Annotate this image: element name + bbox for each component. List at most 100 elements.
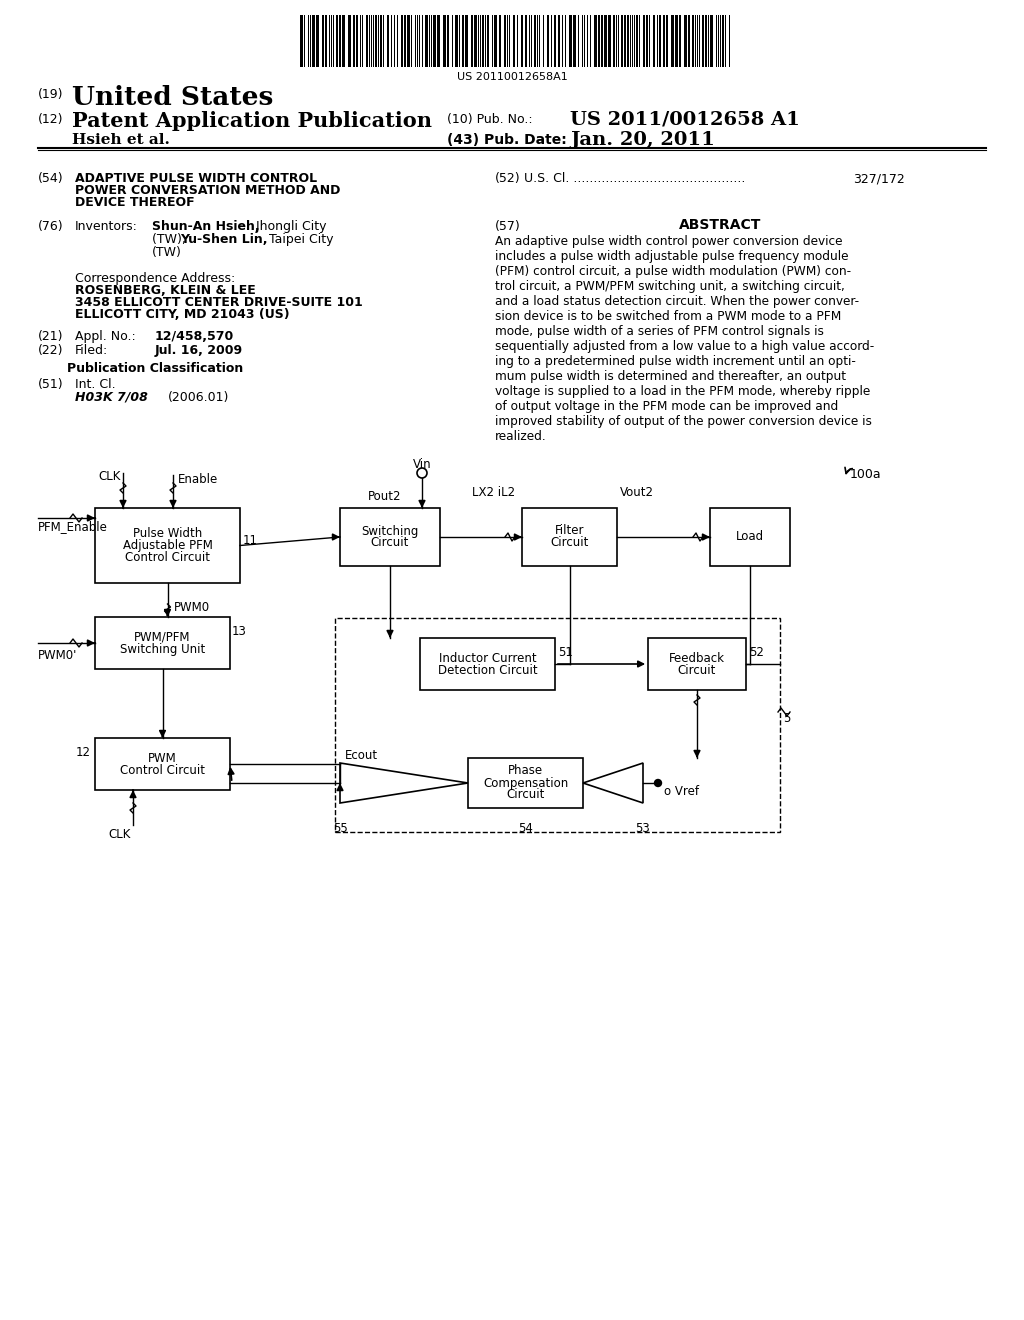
Text: 52: 52 [749,645,764,659]
Bar [598,15,600,67]
Bar [455,15,458,67]
Text: Phase: Phase [508,764,543,777]
Bar [353,15,355,67]
Bar [462,15,464,67]
Bar [692,15,694,67]
Bar [569,15,572,67]
Text: (76): (76) [38,220,63,234]
Bar [710,15,713,67]
Bar [375,15,377,67]
Text: POWER CONVERSATION METHOD AND: POWER CONVERSATION METHOD AND [75,183,340,197]
Text: Circuit: Circuit [678,664,716,676]
Text: (10) Pub. No.:: (10) Pub. No.: [447,114,532,125]
Bar [594,15,597,67]
Bar [339,15,341,67]
Bar [482,15,484,67]
Bar [340,508,440,566]
Text: (21): (21) [38,330,63,343]
Bar [336,15,338,67]
Text: (57): (57) [495,220,521,234]
Text: Filter: Filter [555,524,585,537]
Bar [653,15,655,67]
Bar [425,15,428,67]
Text: (22): (22) [38,345,63,356]
Text: CLK: CLK [98,470,121,483]
Bar [547,15,549,67]
Text: 55: 55 [333,822,347,836]
Text: Hsieh et al.: Hsieh et al. [72,133,170,147]
Text: H03K 7/08: H03K 7/08 [75,391,147,404]
Bar [522,508,617,566]
Bar [387,15,389,67]
Text: ELLICOTT CITY, MD 21043 (US): ELLICOTT CITY, MD 21043 (US) [75,308,290,321]
Text: Pout2: Pout2 [368,490,401,503]
Bar [487,15,489,67]
Bar [95,508,240,583]
Bar [407,15,410,67]
Text: 12/458,570: 12/458,570 [155,330,234,343]
Text: Switching Unit: Switching Unit [120,643,205,656]
Bar [474,15,477,67]
Bar [356,15,358,67]
Text: (51): (51) [38,378,63,391]
Bar [366,15,368,67]
Bar [643,15,645,67]
Text: PWM0': PWM0' [38,649,78,663]
Text: Load: Load [736,531,764,544]
Bar [722,15,724,67]
Bar [325,15,327,67]
Text: Circuit: Circuit [371,536,410,549]
Text: 5: 5 [783,711,791,725]
Bar [573,15,575,67]
Bar [404,15,406,67]
Bar [613,15,615,67]
Text: Taipei City: Taipei City [265,234,334,246]
Bar [322,15,324,67]
Bar [521,15,523,67]
Text: Circuit: Circuit [506,788,545,801]
Text: 3458 ELLICOTT CENTER DRIVE-SUITE 101: 3458 ELLICOTT CENTER DRIVE-SUITE 101 [75,296,362,309]
Bar [468,758,583,808]
Text: Inventors:: Inventors: [75,220,138,234]
Bar [558,15,560,67]
Text: Patent Application Publication: Patent Application Publication [72,111,432,131]
Text: Feedback: Feedback [669,652,725,664]
Text: 13: 13 [232,624,247,638]
Text: 51: 51 [558,645,572,659]
Bar [705,15,707,67]
Bar [335,618,780,832]
Bar [663,15,665,67]
Bar [437,15,440,67]
Text: 11: 11 [243,533,258,546]
Text: Switching: Switching [361,524,419,537]
Bar [494,15,497,67]
Text: Shun-An Hsieh,: Shun-An Hsieh, [152,220,260,234]
Bar [648,638,746,690]
Text: 100a: 100a [850,469,882,480]
Text: Adjustable PFM: Adjustable PFM [123,539,212,552]
Text: (19): (19) [38,88,63,102]
Bar [312,15,315,67]
Text: Control Circuit: Control Circuit [120,763,205,776]
Bar [95,738,230,789]
Bar [666,15,668,67]
Text: Int. Cl.: Int. Cl. [75,378,116,391]
Bar [554,15,556,67]
Text: (TW): (TW) [152,246,182,259]
Bar [443,15,446,67]
Text: Correspondence Address:: Correspondence Address: [75,272,236,285]
Bar [433,15,436,67]
Text: U.S. Cl. ...........................................: U.S. Cl. ...............................… [524,172,745,185]
Circle shape [654,780,662,787]
Text: Compensation: Compensation [483,776,568,789]
Bar [380,15,382,67]
Bar [688,15,690,67]
Bar [679,15,681,67]
Bar [342,15,345,67]
Text: Yu-Shen Lin,: Yu-Shen Lin, [180,234,267,246]
Text: 12: 12 [76,746,91,759]
Text: Publication Classification: Publication Classification [67,362,243,375]
Bar [627,15,629,67]
Text: US 2011/0012658 A1: US 2011/0012658 A1 [570,111,800,129]
Bar [534,15,536,67]
